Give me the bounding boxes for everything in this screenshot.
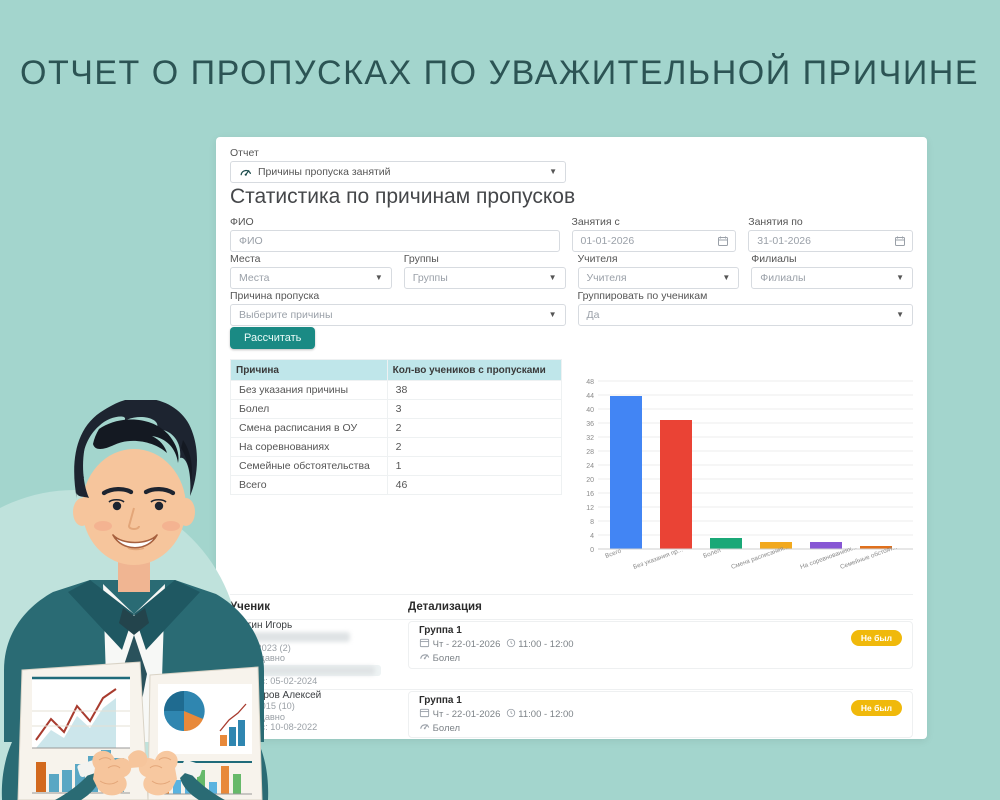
svg-text:48: 48 (586, 379, 594, 386)
svg-text:4: 4 (590, 533, 594, 540)
svg-text:36: 36 (586, 421, 594, 428)
svg-text:32: 32 (586, 435, 594, 442)
svg-text:40: 40 (586, 407, 594, 414)
svg-text:Без указания пр...: Без указания пр... (632, 546, 684, 571)
svg-text:20: 20 (586, 477, 594, 484)
svg-text:28: 28 (586, 449, 594, 456)
svg-text:0: 0 (590, 547, 594, 554)
svg-text:8: 8 (590, 519, 594, 526)
svg-text:24: 24 (586, 463, 594, 470)
svg-text:16: 16 (586, 491, 594, 498)
svg-text:12: 12 (586, 505, 594, 512)
svg-text:44: 44 (586, 393, 594, 400)
